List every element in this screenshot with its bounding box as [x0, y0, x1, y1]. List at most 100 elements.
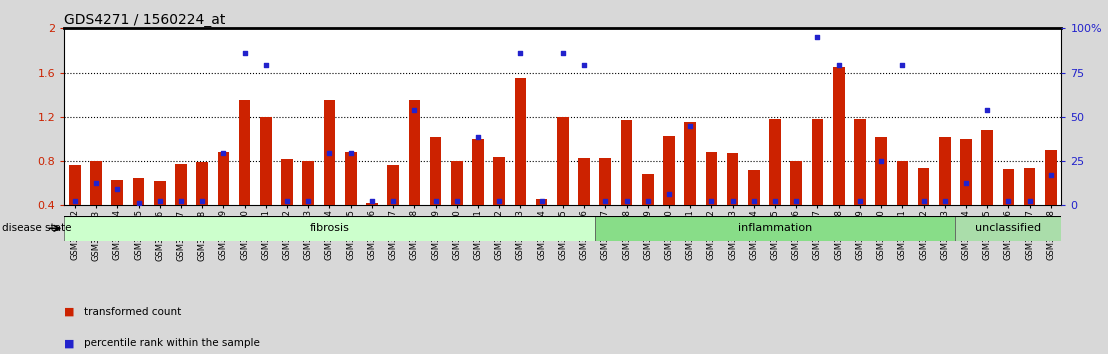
Bar [217, 152, 229, 205]
Point [936, 198, 954, 204]
Bar [281, 159, 293, 205]
Bar [620, 120, 633, 205]
Bar [599, 158, 612, 205]
Point [681, 123, 699, 129]
Point [1020, 198, 1038, 204]
Point [533, 198, 551, 204]
Bar [1024, 168, 1036, 205]
Bar [748, 170, 760, 205]
Bar [133, 178, 144, 205]
Point [236, 50, 254, 56]
Text: fibrosis: fibrosis [309, 223, 349, 233]
Bar [557, 117, 568, 205]
Bar [239, 100, 250, 205]
Point [469, 134, 486, 139]
Text: GDS4271 / 1560224_at: GDS4271 / 1560224_at [64, 13, 226, 27]
Bar [1045, 150, 1057, 205]
Point [596, 198, 614, 204]
Point [788, 198, 806, 204]
Bar [595, 216, 955, 241]
Point [384, 198, 402, 204]
Point [151, 198, 168, 204]
Bar [982, 130, 993, 205]
Point [617, 198, 635, 204]
Point [1042, 173, 1059, 178]
Bar [578, 158, 589, 205]
Text: unclassified: unclassified [975, 223, 1042, 233]
Text: percentile rank within the sample: percentile rank within the sample [84, 338, 260, 348]
Bar [769, 119, 781, 205]
Bar [833, 67, 844, 205]
Text: ■: ■ [64, 307, 74, 316]
Point [299, 198, 317, 204]
Bar [112, 180, 123, 205]
Text: transformed count: transformed count [84, 307, 182, 316]
Point [406, 107, 423, 113]
Bar [896, 161, 909, 205]
Point [745, 198, 762, 204]
Bar [324, 100, 336, 205]
Bar [409, 100, 420, 205]
Point [448, 198, 465, 204]
Text: ■: ■ [64, 338, 74, 348]
Bar [430, 137, 441, 205]
Point [872, 158, 890, 164]
Point [278, 198, 296, 204]
Bar [685, 122, 696, 205]
Bar [961, 139, 972, 205]
Text: inflammation: inflammation [738, 223, 812, 233]
Point [491, 198, 509, 204]
Bar [663, 136, 675, 205]
Point [554, 50, 572, 56]
Bar [875, 137, 888, 205]
Bar [642, 175, 654, 205]
Bar [514, 78, 526, 205]
Point [575, 62, 593, 68]
Point [957, 180, 975, 186]
Point [66, 198, 84, 204]
Point [193, 198, 211, 204]
Bar [154, 181, 165, 205]
Bar [69, 166, 81, 205]
Bar [175, 164, 187, 205]
Bar [90, 161, 102, 205]
Point [830, 62, 848, 68]
Point [342, 150, 360, 156]
Bar [472, 139, 484, 205]
Bar [345, 152, 357, 205]
Point [978, 107, 996, 113]
Bar [536, 199, 547, 205]
Point [320, 150, 338, 156]
Point [172, 198, 189, 204]
Bar [706, 152, 717, 205]
Point [702, 198, 720, 204]
Point [427, 198, 444, 204]
Point [639, 198, 657, 204]
Bar [493, 156, 505, 205]
Point [766, 198, 783, 204]
Bar [451, 161, 463, 205]
Bar [1003, 169, 1014, 205]
Point [893, 62, 911, 68]
Point [660, 192, 678, 197]
Point [999, 198, 1017, 204]
Text: disease state: disease state [2, 223, 72, 233]
Point [88, 180, 105, 186]
Bar [366, 203, 378, 205]
Point [215, 150, 233, 156]
Bar [854, 119, 865, 205]
Point [724, 198, 741, 204]
Point [809, 34, 827, 40]
Bar [917, 168, 930, 205]
Point [915, 198, 933, 204]
Point [512, 50, 530, 56]
Bar [938, 137, 951, 205]
Bar [196, 162, 208, 205]
Point [130, 200, 147, 206]
Point [363, 198, 381, 204]
Bar [955, 216, 1061, 241]
Point [851, 198, 869, 204]
Bar [812, 119, 823, 205]
Bar [727, 153, 738, 205]
Point [109, 186, 126, 192]
